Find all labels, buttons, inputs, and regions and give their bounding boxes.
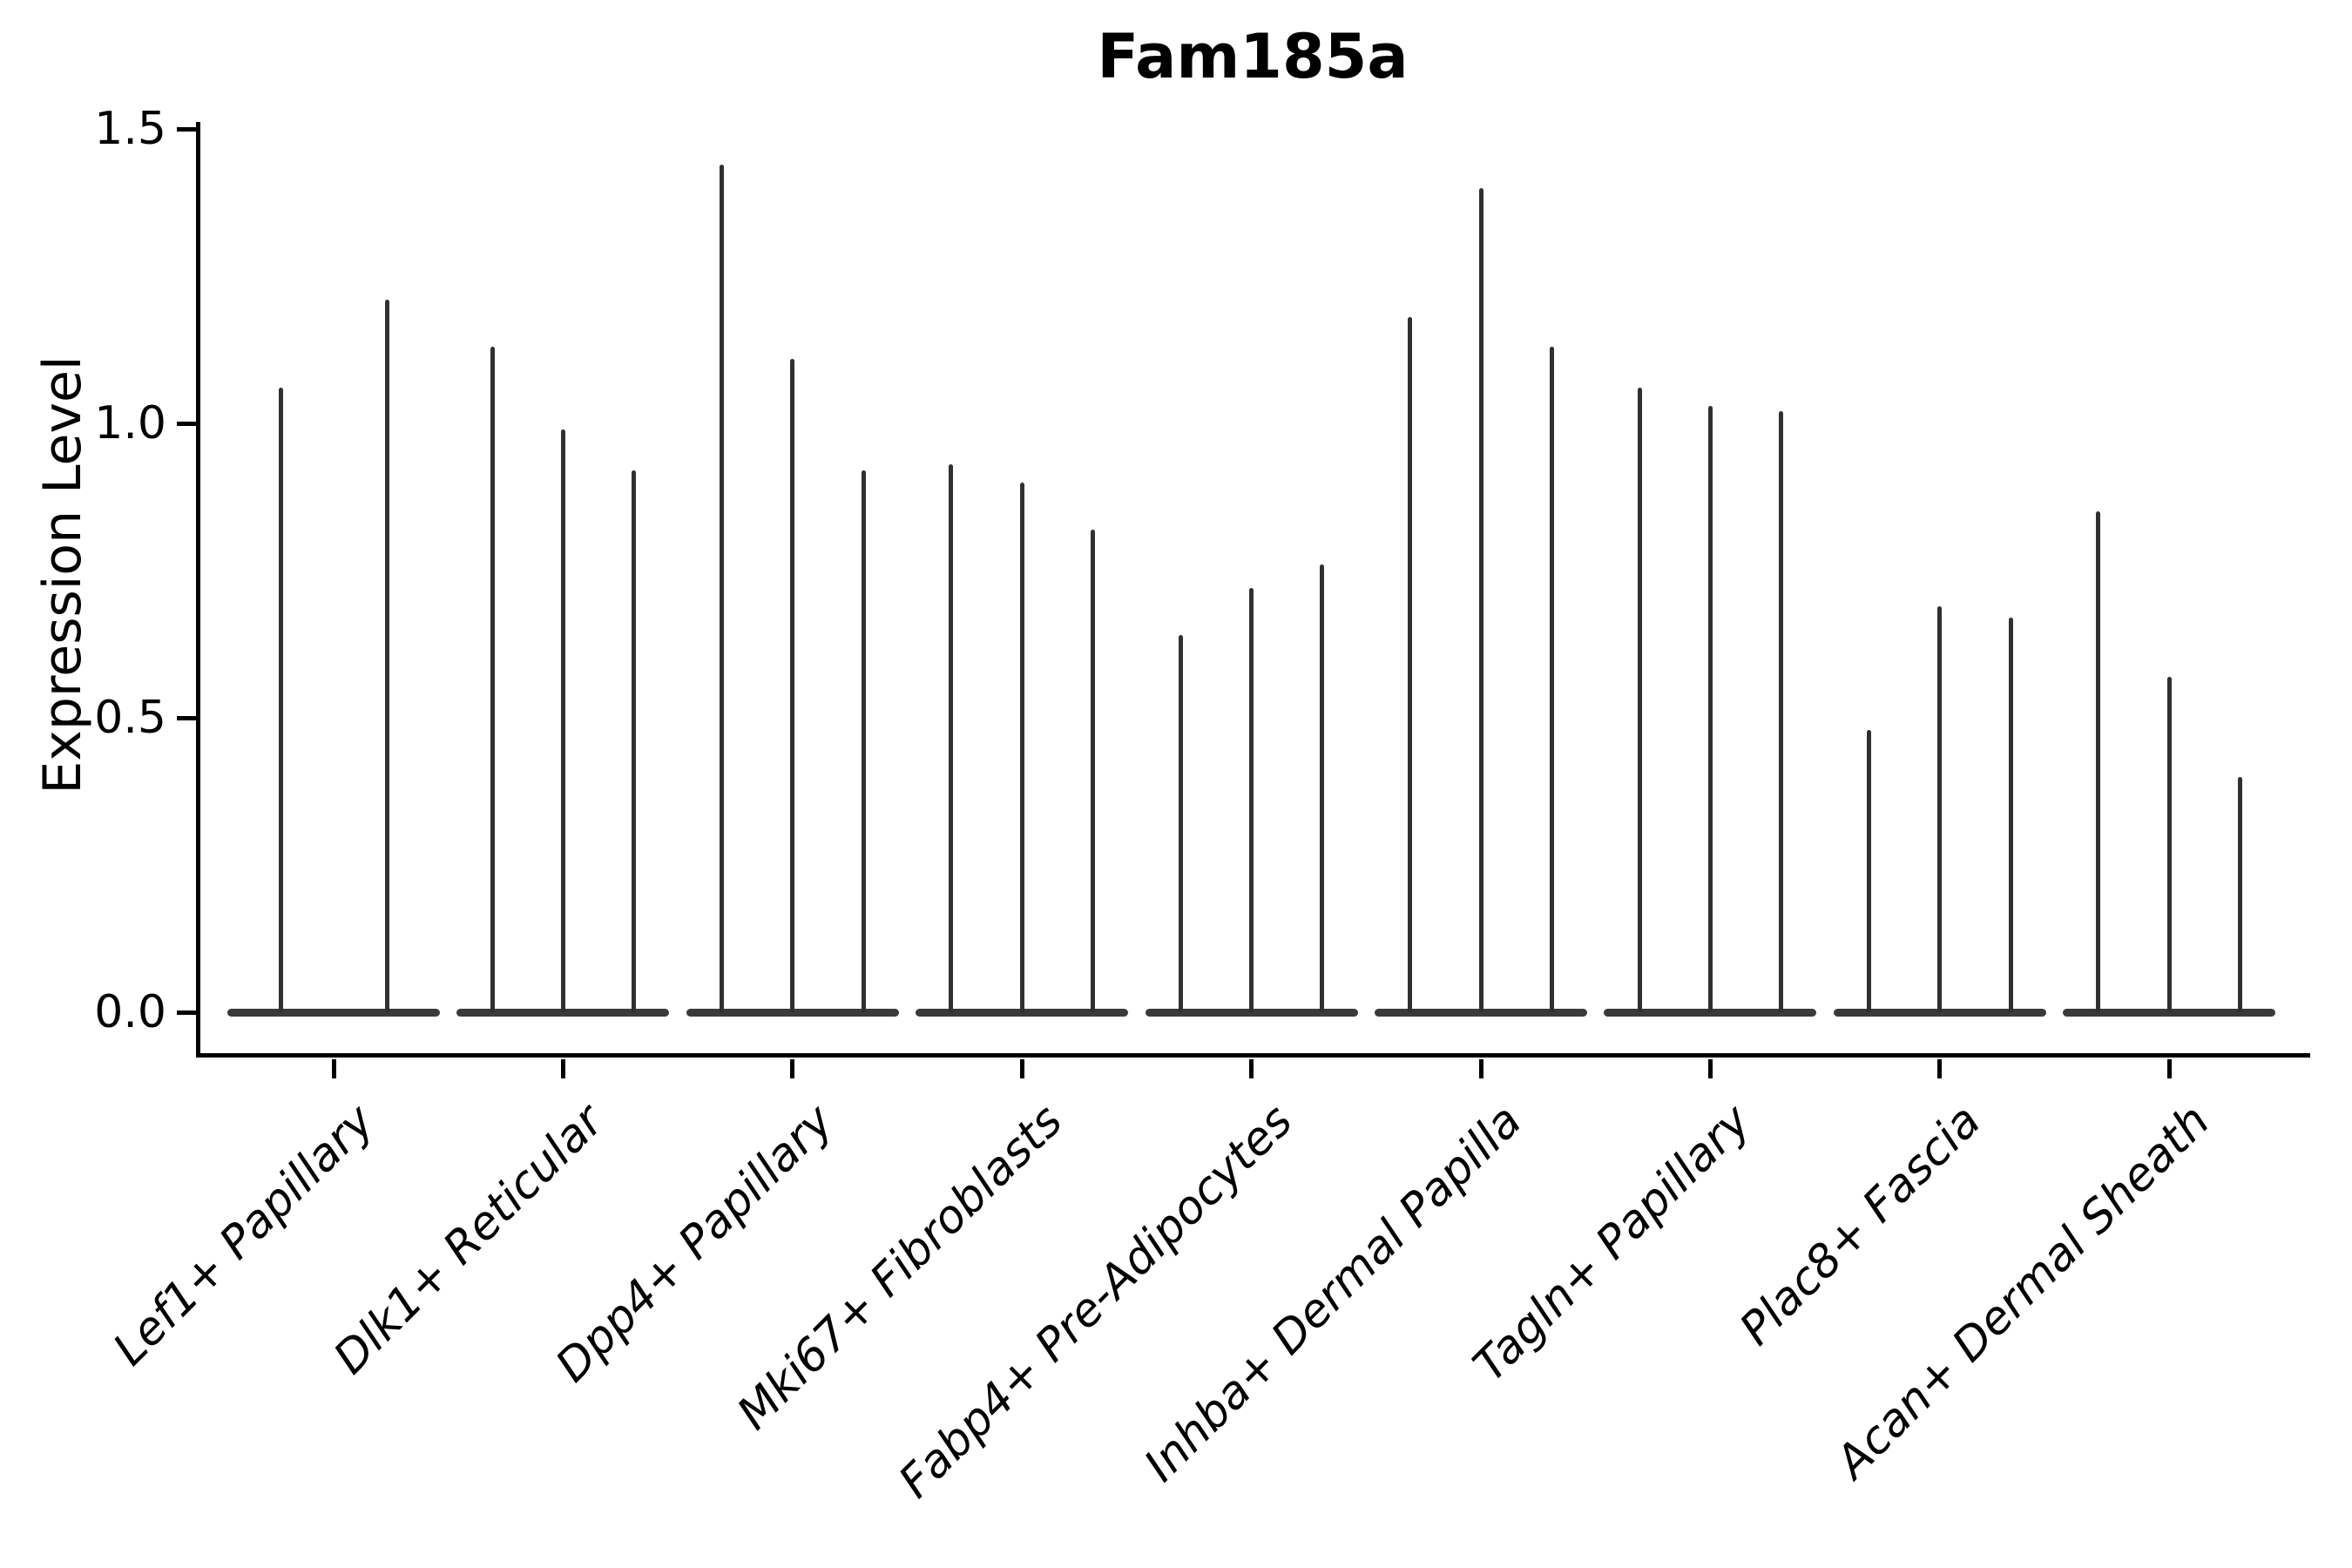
violin-base xyxy=(916,1008,1129,1017)
x-tick-mark xyxy=(560,1059,565,1078)
y-tick-label: 1.5 xyxy=(94,103,166,155)
violin-spike xyxy=(1937,605,1943,1012)
violin-spike xyxy=(1249,588,1254,1012)
x-category-label: Plac8+ Fascia xyxy=(1729,1094,1991,1356)
violin-base xyxy=(2063,1008,2276,1017)
x-tick-mark xyxy=(1478,1059,1484,1078)
violin-spike xyxy=(949,464,954,1012)
violin-base xyxy=(686,1008,899,1017)
x-tick-mark xyxy=(2166,1059,2172,1078)
violin-spike xyxy=(1320,564,1325,1012)
y-tick-mark xyxy=(177,126,198,132)
violin-spike xyxy=(1408,317,1413,1012)
violin-spike xyxy=(1478,187,1484,1012)
violin-base xyxy=(1375,1008,1587,1017)
violin-base xyxy=(1833,1008,2046,1017)
x-category-label: Inhba+ Dermal Papilla xyxy=(1134,1094,1532,1492)
violin-spike xyxy=(1549,347,1554,1012)
violin-spike xyxy=(1091,529,1096,1012)
x-axis-line xyxy=(196,1053,2310,1058)
violin-spike xyxy=(2238,776,2243,1012)
violin-spike xyxy=(790,358,795,1012)
y-tick-mark xyxy=(177,715,198,720)
x-category-label: Mki67+ Fibroblasts xyxy=(727,1094,1073,1440)
y-tick-label: 0.0 xyxy=(94,986,166,1038)
violin-spike xyxy=(560,429,565,1012)
plot-title: Fam185a xyxy=(1097,21,1409,92)
x-tick-mark xyxy=(1937,1059,1943,1078)
x-tick-mark xyxy=(1707,1059,1713,1078)
violin-base xyxy=(456,1008,670,1017)
x-category-label: Dlk1+ Reticular xyxy=(324,1094,614,1385)
violin-spike xyxy=(1866,729,1871,1012)
y-tick-mark xyxy=(177,421,198,426)
violin-spike xyxy=(2166,676,2172,1012)
violin-spike xyxy=(278,388,283,1012)
x-category-label: Dpp4+ Papillary xyxy=(545,1094,844,1393)
x-tick-mark xyxy=(1249,1059,1254,1078)
x-category-label: Fabp4+ Pre-Adipocytes xyxy=(889,1094,1302,1509)
violin-base xyxy=(227,1008,440,1017)
x-tick-mark xyxy=(790,1059,795,1078)
violin-spike xyxy=(1019,482,1024,1012)
violin-spike xyxy=(1637,388,1642,1012)
y-tick-mark xyxy=(177,1010,198,1015)
violin-spike xyxy=(2096,511,2101,1012)
y-tick-label: 0.5 xyxy=(94,692,166,744)
violin-spike xyxy=(384,300,389,1012)
x-tick-mark xyxy=(331,1059,336,1078)
violin-spike xyxy=(1779,411,1784,1012)
y-axis-line xyxy=(196,122,200,1057)
violin-base xyxy=(1145,1008,1358,1017)
x-tick-mark xyxy=(1019,1059,1024,1078)
violin-spike xyxy=(861,470,866,1012)
violin-spike xyxy=(632,470,637,1012)
x-category-label: Acan+ Dermal Sheath xyxy=(1826,1094,2220,1489)
violin-spike xyxy=(1707,405,1713,1012)
violin-spike xyxy=(490,347,495,1012)
violin-spike xyxy=(1178,635,1183,1012)
x-category-label: Tagln+ Papillary xyxy=(1463,1094,1761,1392)
violin-spike xyxy=(2008,618,2013,1012)
y-tick-label: 1.0 xyxy=(94,397,166,449)
violin-spike xyxy=(719,164,724,1012)
violin-base xyxy=(1604,1008,1817,1017)
